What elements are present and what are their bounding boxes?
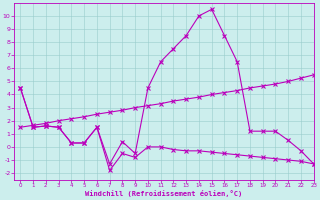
X-axis label: Windchill (Refroidissement éolien,°C): Windchill (Refroidissement éolien,°C) bbox=[85, 190, 243, 197]
